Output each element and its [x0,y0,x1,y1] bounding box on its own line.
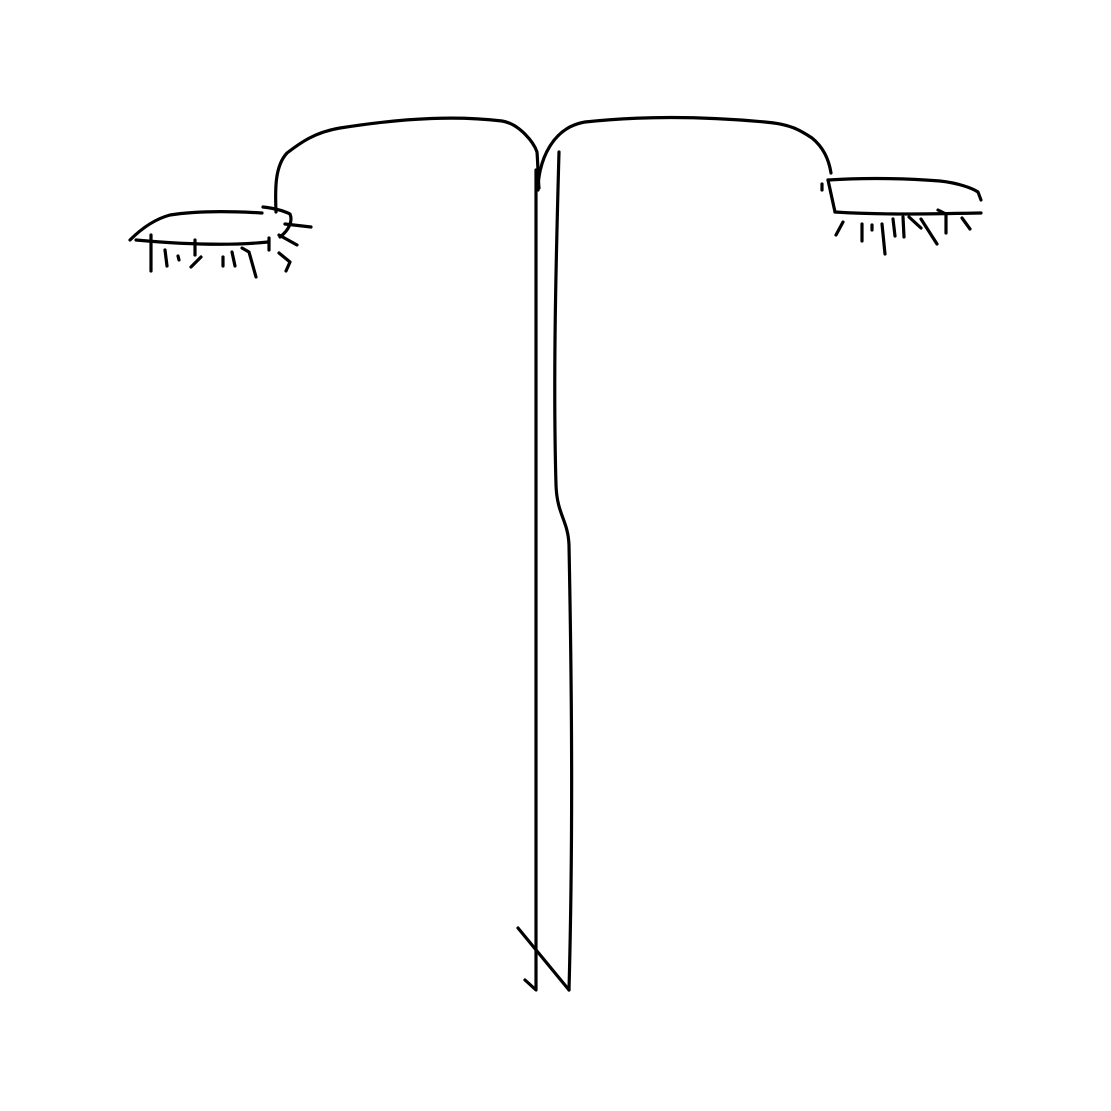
pole-base-mark [516,926,571,992]
right-light-rays [834,208,972,256]
right-arm [536,115,833,192]
street-lamp-drawing [128,115,983,992]
left-light-rays [149,233,299,279]
left-arm [274,116,541,214]
pole-right-edge [553,150,574,992]
right-lamp-head [820,177,983,216]
pole-left-edge [523,168,538,992]
